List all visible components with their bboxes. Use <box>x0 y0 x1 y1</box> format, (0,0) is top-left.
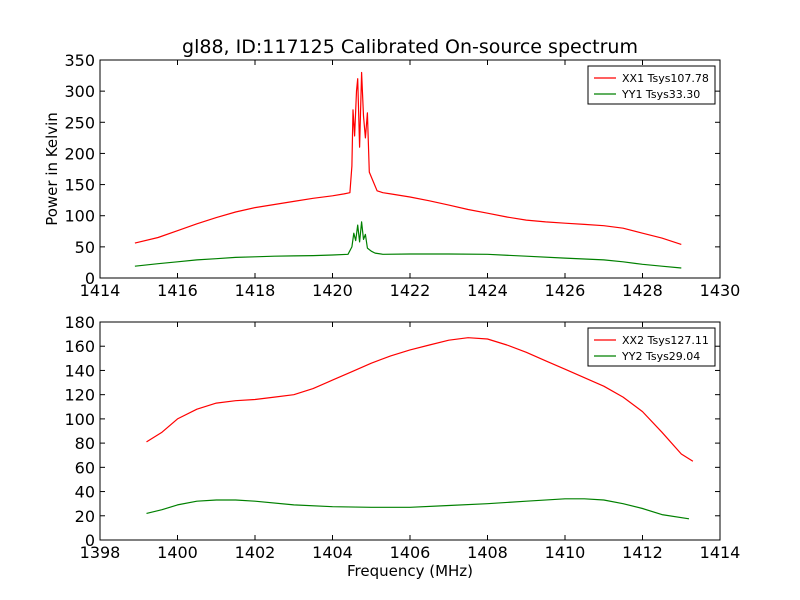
bottom-ytick-label: 80 <box>75 434 95 453</box>
top-xtick-label: 1426 <box>545 281 586 300</box>
top-legend-box <box>587 65 716 105</box>
figure-title: gl88, ID:117125 Calibrated On-source spe… <box>182 36 638 58</box>
bottom-plot-xlabel: Frequency (MHz) <box>347 562 473 580</box>
top-ytick-label: 300 <box>64 82 95 101</box>
top-xtick-label: 1414 <box>80 281 121 300</box>
bottom-xtick-label: 1400 <box>157 543 198 562</box>
bottom-ytick-label: 0 <box>85 531 95 550</box>
bottom-xtick-label: 1410 <box>545 543 586 562</box>
top-xtick-label: 1418 <box>235 281 276 300</box>
top-xtick-label: 1422 <box>390 281 431 300</box>
top-ytick-label: 200 <box>64 144 95 163</box>
top-xtick-label: 1420 <box>312 281 353 300</box>
bottom-series-line-1 <box>146 337 694 462</box>
top-legend-label: YY1 Tsys33.30 <box>621 88 700 101</box>
bottom-ytick-label: 100 <box>64 410 95 429</box>
top-xtick-label: 1416 <box>157 281 198 300</box>
top-plot-lines <box>134 71 682 269</box>
top-ytick-label: 0 <box>85 269 95 288</box>
top-xtick-label: 1424 <box>467 281 508 300</box>
top-series-line-2 <box>134 221 682 269</box>
top-ytick-label: 100 <box>64 207 95 226</box>
top-plot-ylabel: Power in Kelvin <box>43 112 61 226</box>
bottom-ytick-label: 120 <box>64 386 95 405</box>
bottom-ytick-label: 160 <box>64 337 95 356</box>
bottom-ytick-label: 140 <box>64 361 95 380</box>
top-legend-label: XX1 Tsys107.78 <box>622 72 709 85</box>
top-ytick-label: 250 <box>64 113 95 132</box>
bottom-xtick-label: 1406 <box>390 543 431 562</box>
bottom-ytick-label: 180 <box>64 313 95 332</box>
bottom-xtick-label: 1404 <box>312 543 353 562</box>
bottom-xtick-label: 1414 <box>700 543 741 562</box>
bottom-legend-label: YY2 Tsys29.04 <box>621 350 700 363</box>
top-xtick-label: 1430 <box>700 281 741 300</box>
bottom-xtick-label: 1398 <box>80 543 121 562</box>
bottom-ytick-label: 40 <box>75 483 95 502</box>
top-plot-ticks: 1414 1416 1418 1420 1422 1424 1426 1428 1430 0 50 1… <box>64 51 740 300</box>
bottom-xtick-label: 1408 <box>467 543 508 562</box>
bottom-legend-label: XX2 Tsys127.11 <box>622 334 709 347</box>
top-ytick-label: 50 <box>75 238 95 257</box>
top-xtick-label: 1428 <box>622 281 663 300</box>
bottom-plot-legend: XX2 Tsys127.11 YY2 Tsys29.04 <box>587 327 716 367</box>
bottom-ytick-label: 20 <box>75 507 95 526</box>
bottom-legend-box <box>587 327 716 367</box>
top-ytick-label: 150 <box>64 176 95 195</box>
bottom-plot-lines <box>146 337 694 520</box>
top-plot: 1414 1416 1418 1420 1422 1424 1426 1428 1430 0 50 1… <box>43 51 740 300</box>
bottom-series-line-2 <box>146 498 690 520</box>
top-series-line-1 <box>134 71 682 245</box>
bottom-plot-ticks: 1398 1400 1402 1404 1406 1408 1410 1412 1414 0 20 4… <box>64 313 740 562</box>
top-ytick-label: 350 <box>64 51 95 70</box>
bottom-ytick-label: 60 <box>75 458 95 477</box>
bottom-xtick-label: 1412 <box>622 543 663 562</box>
top-plot-legend: XX1 Tsys107.78 YY1 Tsys33.30 <box>587 65 716 105</box>
bottom-plot: 1398 1400 1402 1404 1406 1408 1410 1412 1414 0 20 4… <box>64 313 740 580</box>
bottom-xtick-label: 1402 <box>235 543 276 562</box>
